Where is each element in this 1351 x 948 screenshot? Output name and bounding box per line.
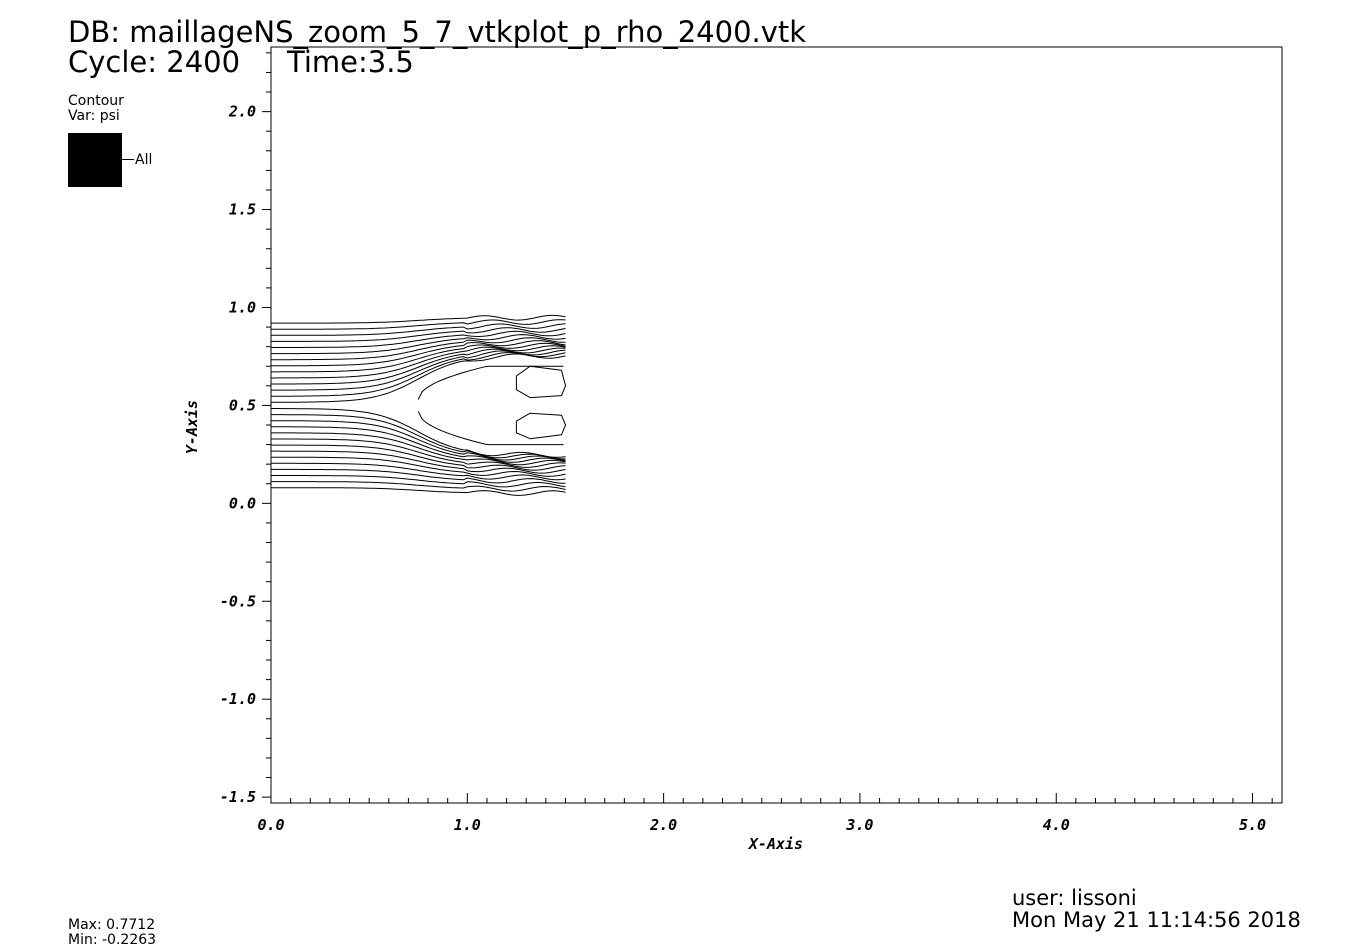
streamline: [271, 408, 566, 458]
x-axis-title: X-Axis: [747, 835, 803, 853]
streamline: [271, 349, 566, 391]
streamline: [271, 475, 566, 488]
date-label: Mon May 21 11:14:56 2018: [1012, 908, 1301, 932]
streamline: [271, 456, 566, 477]
streamline: [271, 337, 566, 361]
x-tick-label: 4.0: [1043, 816, 1070, 834]
legend-entry-label: All: [135, 152, 153, 168]
min-label: Min: -0.2263: [68, 932, 157, 948]
streamline: [271, 340, 566, 367]
streamline: [271, 432, 566, 466]
streamline: [271, 438, 566, 468]
streamline: [271, 334, 566, 355]
streamline: [271, 462, 566, 481]
x-tick-label: 0.0: [257, 816, 284, 834]
streamline: [271, 414, 566, 460]
x-tick-label: 2.0: [649, 816, 677, 834]
db-title: DB: maillageNS_zoom_5_7_vtkplot_p_rho_24…: [68, 15, 807, 49]
y-axis-title: Y-Axis: [183, 400, 201, 454]
streamline: [271, 481, 566, 492]
plot-frame: [270, 46, 1283, 804]
y-tick-label: 2.0: [228, 103, 256, 121]
cycle-label: Cycle: 2400: [68, 45, 241, 79]
wake-eddy-contour: [515, 412, 566, 440]
streamline: [271, 468, 566, 484]
streamline: [271, 342, 566, 373]
x-tick-label: 5.0: [1239, 816, 1266, 834]
streamline: [271, 327, 566, 342]
streamline: [271, 347, 566, 385]
wake-eddy-contour: [515, 365, 566, 399]
legend-swatch: [68, 133, 122, 187]
streamline: [271, 420, 566, 461]
wake-contours: [515, 365, 566, 440]
y-tick-label: -1.5: [220, 788, 256, 806]
wake-boundary: [417, 365, 564, 400]
streamlines: [270, 314, 566, 496]
legend-tick: [122, 159, 134, 160]
wake-boundary: [417, 411, 564, 446]
streamline: [270, 444, 566, 471]
streamline: [271, 314, 566, 324]
streamline: [271, 323, 566, 336]
streamline: [271, 487, 566, 496]
x-tick-label: 1.0: [454, 816, 481, 834]
max-label: Max: 0.7712: [68, 917, 156, 933]
y-tick-label: 0.5: [229, 396, 256, 414]
time-label: Time:3.5: [287, 45, 414, 79]
y-tick-label: 0.0: [229, 494, 256, 512]
y-tick-label: 1.5: [229, 201, 256, 219]
x-tick-label: 3.0: [845, 816, 873, 834]
streamline: [271, 353, 566, 403]
streamline: [271, 330, 566, 348]
streamline: [271, 345, 566, 379]
streamline: [271, 450, 566, 474]
axes: 0.0 1.0 2.0 3.0 4.0 5.0 -1.5 -1.0 -0.5 0.0 0.5 1.0 1…: [220, 52, 1273, 834]
streamline: [271, 319, 566, 330]
y-tick-label: -1.0: [220, 690, 256, 708]
streamline: [271, 426, 566, 463]
y-tick-label: -0.5: [220, 592, 256, 610]
user-label: user: lissoni: [1012, 886, 1137, 910]
legend-title: Contour: [68, 93, 124, 109]
y-tick-label: 1.0: [229, 298, 256, 316]
legend-var-label: Var: psi: [68, 108, 120, 124]
